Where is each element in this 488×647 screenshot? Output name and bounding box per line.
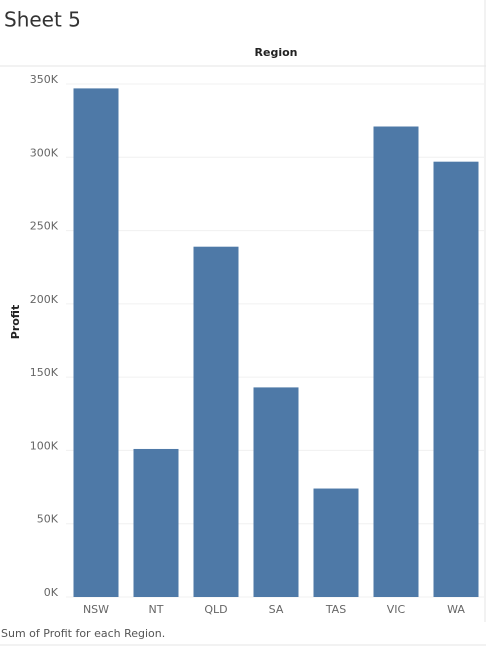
- y-tick-label: 300K: [30, 146, 59, 159]
- y-tick-label: 350K: [30, 73, 59, 86]
- bar: [73, 88, 119, 597]
- x-tick-label: SA: [269, 603, 284, 616]
- x-tick-label: WA: [447, 603, 465, 616]
- bar: [433, 161, 479, 597]
- bar: [253, 387, 299, 597]
- x-tick-label: NT: [149, 603, 164, 616]
- bar: [133, 448, 179, 597]
- y-tick-label: 100K: [30, 439, 59, 452]
- chart-title: Sheet 5: [4, 8, 81, 32]
- y-tick-label: 250K: [30, 220, 59, 233]
- x-tick-label: TAS: [325, 603, 346, 616]
- caption: Sum of Profit for each Region.: [1, 627, 165, 640]
- y-axis-title: Profit: [9, 305, 22, 339]
- bar: [193, 246, 239, 598]
- x-tick-label: VIC: [387, 603, 406, 616]
- y-tick-label: 50K: [37, 513, 59, 526]
- bar: [373, 126, 419, 598]
- bar: [313, 488, 359, 597]
- y-tick-label: 0K: [44, 586, 59, 599]
- x-axis-title: Region: [255, 46, 298, 59]
- x-tick-label: QLD: [204, 603, 227, 616]
- y-tick-label: 200K: [30, 293, 59, 306]
- x-tick-label: NSW: [83, 603, 109, 616]
- y-tick-label: 150K: [30, 366, 59, 379]
